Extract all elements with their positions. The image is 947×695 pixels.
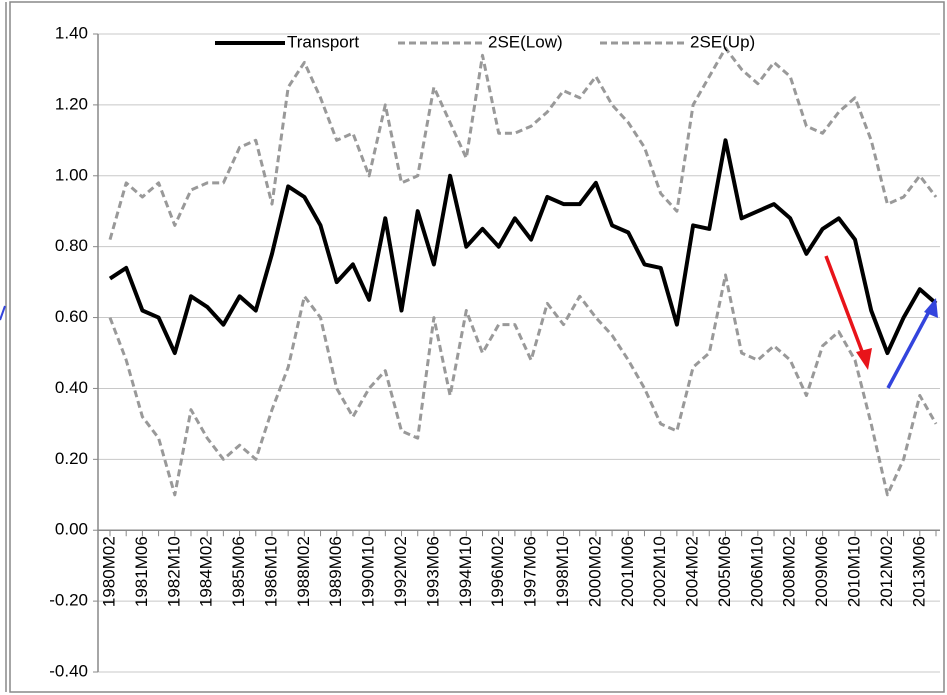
y-tick-label: 1.40 [55, 23, 88, 42]
legend-label: 2SE(Up) [690, 32, 755, 51]
x-tick-label: 1986M10 [261, 536, 280, 607]
y-tick-label: 0.60 [55, 307, 88, 326]
x-tick-label: 2009M06 [812, 536, 831, 607]
up-arrowhead [924, 298, 938, 318]
y-tick-label: -0.20 [49, 591, 88, 610]
series-line [108, 273, 938, 497]
y-tick-label: 0.20 [55, 449, 88, 468]
chart-frame [9, 1, 945, 693]
grid: -0.40 -0.20 0.00 0.20 0.40 0.60 0.80 1.00 1.20 1.… [49, 23, 940, 680]
x-tick-label: 2013M06 [909, 536, 928, 607]
y-tick-label: 0.40 [55, 378, 88, 397]
up-arrow [886, 305, 934, 389]
x-tick-label: 1993M06 [423, 536, 442, 607]
x-tick-label: 1984M02 [197, 536, 216, 607]
x-tick-label: 1980M02 [99, 536, 118, 607]
x-tick-label: 2012M02 [877, 536, 896, 607]
x-tick-label: 1982M10 [164, 536, 183, 607]
y-tick-label: 0.00 [55, 520, 88, 539]
x-tick-label: 2002M10 [650, 536, 669, 607]
down-arrow [824, 255, 868, 363]
x-tick-label: 1997M06 [521, 536, 540, 607]
x-tick-label: 2000M02 [585, 536, 604, 607]
x-tick-label: 2001M06 [618, 536, 637, 607]
down-arrowhead [856, 348, 872, 370]
legend-label: Transport [287, 32, 359, 51]
series-line [108, 46, 938, 241]
y-tick-label: 1.20 [55, 94, 88, 113]
arrow-fragment [0, 305, 6, 321]
legend-label: 2SE(Low) [488, 32, 563, 51]
x-tick-label: 1988M02 [294, 536, 313, 607]
x-tick-label: 2004M02 [683, 536, 702, 607]
y-tick-label: -0.40 [49, 661, 88, 680]
x-tick-label: 1992M02 [391, 536, 410, 607]
series-line [108, 138, 938, 355]
x-tick-label: 2010M10 [845, 536, 864, 607]
x-tick-label: 1990M10 [359, 536, 378, 607]
x-tick-label: 1996M02 [488, 536, 507, 607]
x-tick-label: 1994M10 [456, 536, 475, 607]
x-tick-label: 1998M10 [553, 536, 572, 607]
x-tick-label: 2005M06 [715, 536, 734, 607]
x-tick-label: 1981M06 [132, 536, 151, 607]
x-tick-label: 1989M06 [326, 536, 345, 607]
x-tick-label: 1985M06 [229, 536, 248, 607]
x-tick-label: 2006M10 [747, 536, 766, 607]
x-tick-label: 2008M02 [780, 536, 799, 607]
plot [108, 46, 938, 497]
y-tick-label: 1.00 [55, 165, 88, 184]
y-tick-label: 0.80 [55, 236, 88, 255]
legend: Transport 2SE(Low) 2SE(Up) [215, 32, 755, 51]
